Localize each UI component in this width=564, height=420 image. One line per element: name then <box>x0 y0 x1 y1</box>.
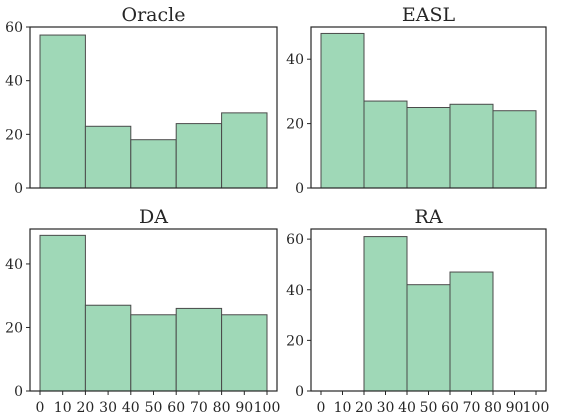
xtick-label-da-100: 100 <box>254 400 281 416</box>
bar-easl-80-100 <box>492 110 537 189</box>
xtick-label-ra-100: 100 <box>523 400 550 416</box>
panel-oracle: Oracle 0 20 40 60 <box>5 4 278 197</box>
xtick-label-da-90: 90 <box>235 400 253 416</box>
panel-title-oracle: Oracle <box>122 4 186 26</box>
xtick-label-da-40: 40 <box>122 400 140 416</box>
xtick-label-da-60: 60 <box>167 400 185 416</box>
panel-title-ra: RA <box>414 206 442 228</box>
xtick-label-da-0: 0 <box>36 400 45 416</box>
axes-frame-oracle <box>29 26 278 189</box>
xtick-label-ra-60: 60 <box>441 400 459 416</box>
xtick-label-ra-90: 90 <box>506 400 524 416</box>
xtick-label-ra-20: 20 <box>355 400 373 416</box>
xtick-label-da-80: 80 <box>213 400 231 416</box>
xtick-label-da-10: 10 <box>54 400 72 416</box>
ytick-label-easl-40: 40 <box>286 52 304 68</box>
xtick-label-ra-0: 0 <box>317 400 326 416</box>
xtick-label-da-50: 50 <box>145 400 163 416</box>
xtick-label-da-20: 20 <box>76 400 94 416</box>
ytick-label-da-0: 0 <box>14 384 23 400</box>
ytick-label-ra-60: 60 <box>286 232 304 248</box>
bar-oracle-60-80 <box>175 123 223 189</box>
ytick-label-easl-0: 0 <box>295 181 304 197</box>
xtick-label-ra-80: 80 <box>484 400 502 416</box>
bar-da-20-40 <box>84 304 132 392</box>
xtick-label-da-30: 30 <box>99 400 117 416</box>
xtick-label-ra-50: 50 <box>420 400 438 416</box>
bar-oracle-20-40 <box>84 125 132 189</box>
ytick-label-da-40: 40 <box>5 257 23 273</box>
bar-oracle-40-60 <box>130 139 177 189</box>
bar-oracle-0-20 <box>39 34 86 189</box>
bar-da-0-20 <box>39 234 86 392</box>
bar-da-80-100 <box>221 314 268 392</box>
ytick-label-ra-0: 0 <box>295 384 304 400</box>
ytick-label-ra-20: 20 <box>286 333 304 349</box>
xtick-label-ra-70: 70 <box>463 400 481 416</box>
panel-title-easl: EASL <box>402 4 456 26</box>
bar-da-40-60 <box>130 314 177 392</box>
ytick-label-oracle-60: 60 <box>5 20 23 36</box>
ytick-label-oracle-40: 40 <box>5 74 23 90</box>
ytick-label-oracle-20: 20 <box>5 127 23 143</box>
axes-frame-easl <box>310 26 547 189</box>
bar-da-60-80 <box>175 307 223 392</box>
bar-oracle-80-100 <box>221 112 268 189</box>
bar-ra-60-80 <box>449 271 494 392</box>
ytick-label-easl-20: 20 <box>286 117 304 133</box>
panel-easl: EASL 0 20 40 <box>286 4 547 197</box>
bar-easl-0-20 <box>320 32 365 189</box>
bar-easl-20-40 <box>363 100 408 189</box>
bar-ra-40-60 <box>406 284 451 392</box>
xtick-label-ra-30: 30 <box>377 400 395 416</box>
ytick-label-da-20: 20 <box>5 320 23 336</box>
xtick-label-ra-10: 10 <box>334 400 352 416</box>
ytick-label-ra-40: 40 <box>286 283 304 299</box>
ytick-label-oracle-0: 0 <box>14 181 23 197</box>
panel-title-da: DA <box>139 206 168 228</box>
bar-easl-40-60 <box>406 107 451 189</box>
xtick-label-da-70: 70 <box>190 400 208 416</box>
bar-easl-60-80 <box>449 103 494 189</box>
bar-ra-20-40 <box>363 236 408 392</box>
xtick-label-ra-40: 40 <box>398 400 416 416</box>
